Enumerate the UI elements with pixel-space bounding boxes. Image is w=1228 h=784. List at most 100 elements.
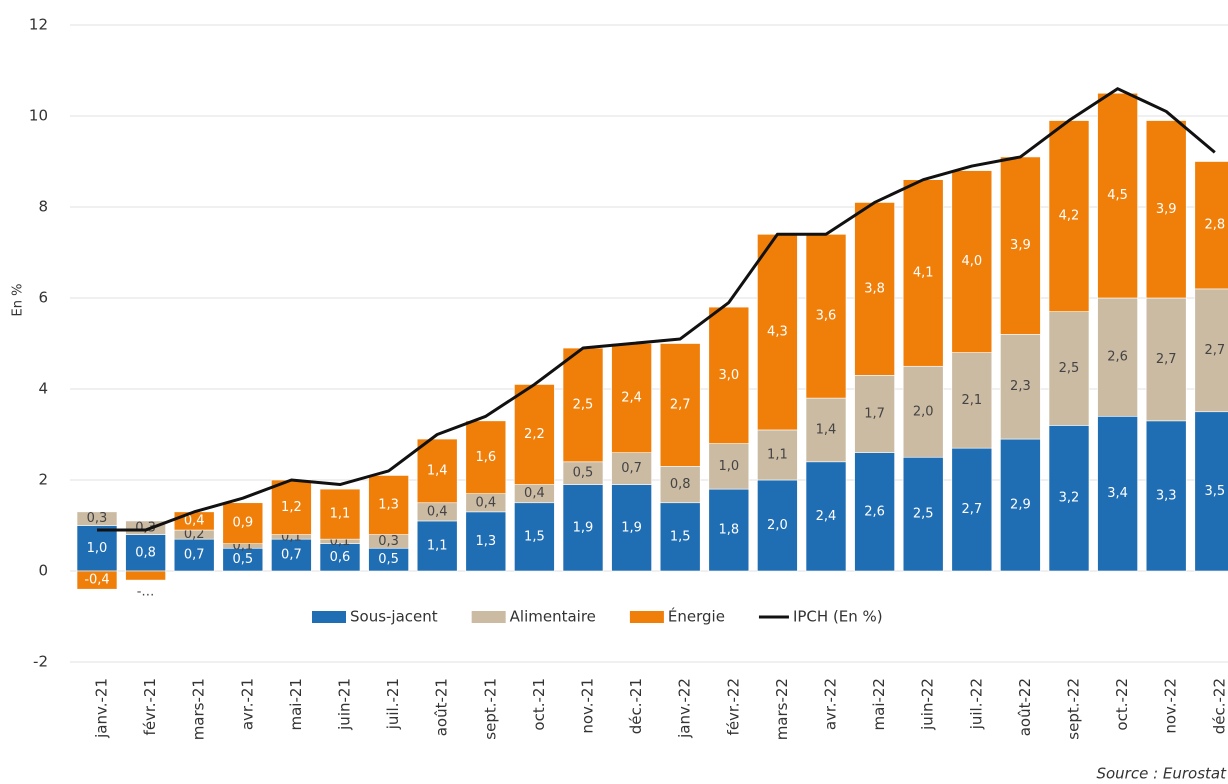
x-tick-label: mai-21 [287, 678, 305, 730]
bar-segment [76, 570, 118, 590]
data-label: 3,5 [1204, 484, 1225, 499]
bar-segment [659, 466, 701, 504]
data-label: 0,8 [135, 545, 156, 560]
bar-segment [1048, 425, 1090, 572]
data-label: 2,7 [1156, 352, 1177, 367]
data-label: 1,7 [864, 407, 885, 422]
data-label: 2,9 [1010, 498, 1031, 513]
x-tick-label: juil.-22 [967, 678, 985, 730]
data-label: 2,5 [913, 507, 934, 522]
bar-segment [1194, 411, 1228, 572]
bar-segment [514, 502, 555, 572]
bar-segment [854, 375, 895, 454]
bar-segment [951, 352, 993, 449]
data-label: 2,1 [961, 393, 982, 408]
data-label: 1,1 [427, 538, 448, 553]
bar-segment [1097, 92, 1138, 299]
data-label: 2,4 [621, 391, 642, 406]
bar-segment [1145, 120, 1187, 299]
bar-segment [1048, 120, 1090, 312]
x-tick-label: mars-22 [773, 678, 791, 740]
legend-swatch [629, 611, 664, 623]
x-tick-label: juin-21 [336, 678, 354, 731]
data-label: 1,1 [767, 447, 788, 462]
data-label: 1,5 [524, 529, 545, 544]
data-label: 4,1 [913, 265, 934, 280]
data-label: -0,4 [84, 573, 109, 588]
bar-segment [708, 488, 750, 572]
data-label: 1,3 [378, 498, 399, 513]
x-tick-label: oct.-22 [1113, 678, 1131, 731]
data-label: 3,2 [1059, 491, 1080, 506]
data-label: 0,4 [427, 504, 448, 519]
data-label: 1,4 [427, 463, 448, 478]
bar-segment [562, 347, 604, 463]
bar-segment [222, 502, 264, 545]
bar-segment [416, 438, 458, 504]
data-label: 1,9 [573, 520, 594, 535]
y-axis-label: En % [11, 284, 26, 317]
bar-segment [708, 443, 750, 490]
data-label: 4,5 [1107, 188, 1128, 203]
bar-segment [659, 502, 701, 572]
data-label: 0,5 [378, 552, 399, 567]
bar-segment [125, 570, 166, 581]
bar-segment [1194, 288, 1228, 413]
data-label: 1,8 [718, 523, 739, 538]
data-label: 3,9 [1156, 202, 1177, 217]
bar-segment [611, 484, 652, 572]
bar-segment [319, 488, 361, 540]
x-tick-label: août-21 [433, 678, 451, 736]
x-tick-label: déc.-22 [1210, 678, 1228, 734]
bar-segment [757, 234, 798, 431]
bar-segment [757, 429, 798, 481]
data-label: 1,3 [475, 534, 496, 549]
data-label: 2,5 [1059, 361, 1080, 376]
x-tick-label: nov.-21 [579, 678, 597, 734]
bar-segment [1097, 297, 1138, 417]
bar-segment [1097, 415, 1138, 572]
bar-segment [951, 447, 993, 572]
source: Source : Eurostat [1096, 765, 1227, 783]
bar-segment [76, 511, 118, 526]
bar-segment [611, 452, 652, 485]
data-label: 2,2 [524, 427, 545, 442]
y-tick-label: 12 [29, 16, 48, 34]
bar-segment [271, 538, 312, 572]
x-tick-label: sept.-22 [1065, 678, 1083, 740]
data-label: 4,3 [767, 325, 788, 340]
bar-segment [902, 179, 944, 367]
bar-segment [173, 538, 215, 572]
x-tick-label: mars-21 [190, 678, 208, 740]
data-label: 1,5 [670, 529, 691, 544]
line [97, 87, 1216, 532]
data-label: 0,4 [184, 513, 205, 528]
data-label: 3,0 [718, 368, 739, 383]
data-label: 2,7 [670, 397, 691, 412]
bar-segment [902, 365, 944, 458]
data-label: 0,7 [621, 461, 642, 476]
y-tick-label: 2 [38, 471, 48, 489]
bar-segment [465, 511, 507, 572]
data-label: 4,0 [961, 254, 982, 269]
x-tick-label: nov.-22 [1162, 678, 1180, 734]
data-label: 2,6 [864, 504, 885, 519]
data-label: 0,9 [232, 516, 253, 531]
y-tick-label: -2 [33, 653, 48, 671]
data-label: 1,2 [281, 500, 302, 515]
y-tick-label: 8 [38, 198, 48, 216]
data-label: 2,0 [913, 404, 934, 419]
data-label: 2,7 [1204, 343, 1225, 358]
data-label: 2,4 [816, 509, 837, 524]
legend-label: IPCH (En %) [793, 608, 883, 626]
bar-segment [805, 461, 847, 572]
data-label: 0,4 [524, 486, 545, 501]
legend-label: Énergie [668, 607, 725, 626]
x-tick-label: janv.-21 [93, 678, 111, 739]
data-label: 1,1 [330, 507, 351, 522]
data-label: 0,4 [475, 495, 496, 510]
bar-segment [465, 420, 507, 494]
data-label: 2,7 [961, 502, 982, 517]
bar-segment [1000, 438, 1041, 572]
